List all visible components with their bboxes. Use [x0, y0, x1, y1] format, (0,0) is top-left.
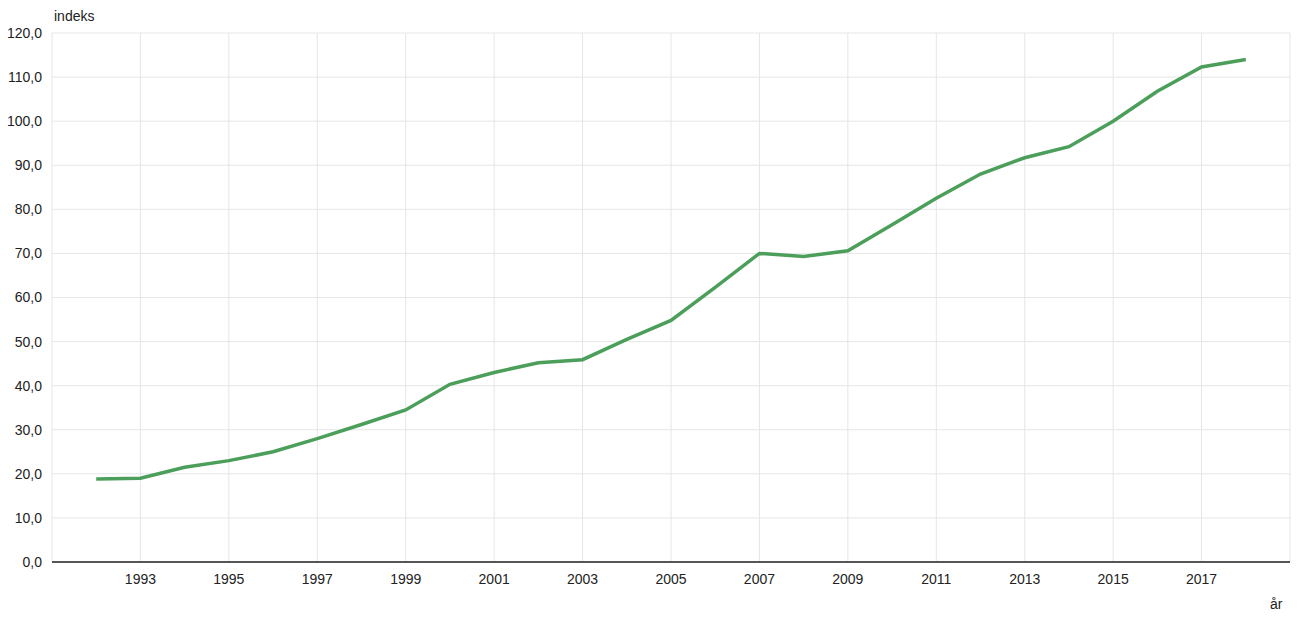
svg-text:30,0: 30,0 [15, 422, 42, 438]
html-text:år: år [1270, 596, 1283, 612]
svg-text:0,0: 0,0 [23, 554, 43, 570]
svg-text:1999: 1999 [390, 571, 421, 587]
svg-text:2001: 2001 [479, 571, 510, 587]
svg-text:40,0: 40,0 [15, 378, 42, 394]
svg-text:2013: 2013 [1009, 571, 1040, 587]
svg-text:80,0: 80,0 [15, 201, 42, 217]
svg-text:60,0: 60,0 [15, 289, 42, 305]
svg-text:2017: 2017 [1186, 571, 1217, 587]
svg-text:90,0: 90,0 [15, 157, 42, 173]
svg-text:100,0: 100,0 [8, 113, 42, 129]
svg-text:70,0: 70,0 [15, 245, 42, 261]
svg-text:120,0: 120,0 [8, 25, 42, 41]
svg-text:1993: 1993 [125, 571, 156, 587]
svg-text:110,0: 110,0 [8, 69, 42, 85]
svg-text:20,0: 20,0 [15, 466, 42, 482]
svg-text:2003: 2003 [567, 571, 598, 587]
svg-text:2007: 2007 [744, 571, 775, 587]
svg-text:2005: 2005 [655, 571, 686, 587]
svg-text:1995: 1995 [213, 571, 244, 587]
svg-text:2015: 2015 [1098, 571, 1129, 587]
svg-text:50,0: 50,0 [15, 334, 42, 350]
svg-text:2009: 2009 [832, 571, 863, 587]
svg-text:1997: 1997 [302, 571, 333, 587]
svg-text:10,0: 10,0 [15, 510, 42, 526]
svg-text:2011: 2011 [921, 571, 951, 587]
html-text:indeks: indeks [54, 8, 95, 24]
